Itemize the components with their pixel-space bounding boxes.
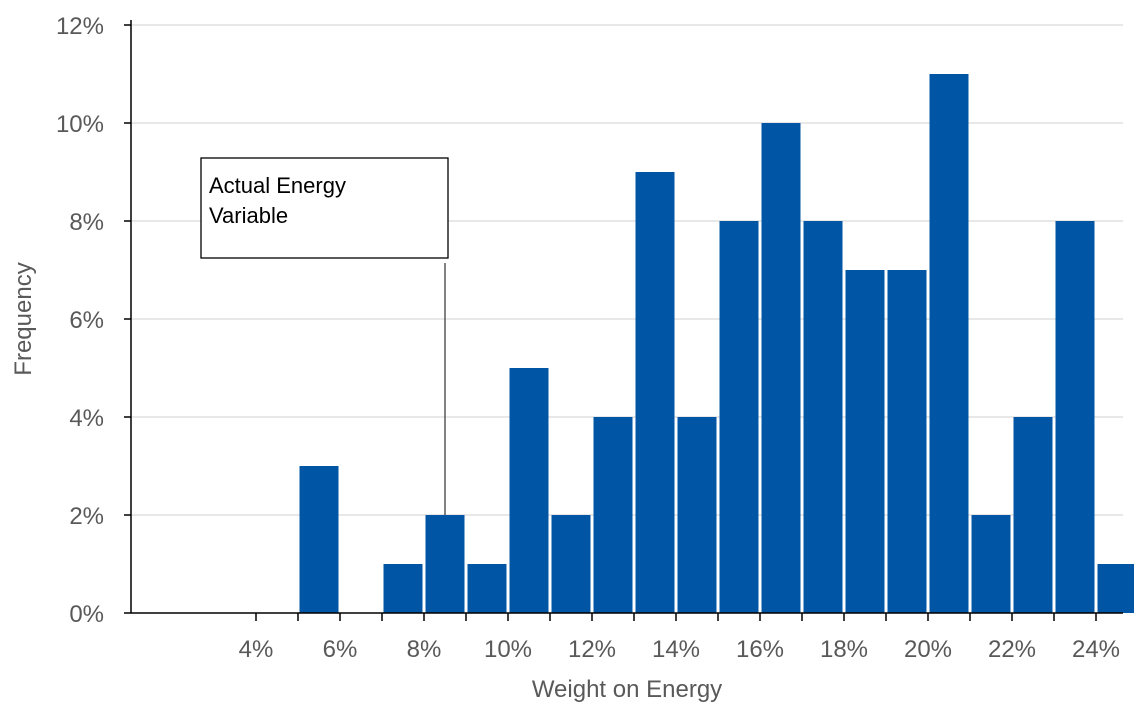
- x-tick-label: 18%: [820, 636, 868, 663]
- y-tick-label: 4%: [69, 405, 104, 432]
- histogram-bar: [761, 123, 801, 613]
- histogram-bar: [803, 221, 843, 613]
- x-tick-label: 12%: [568, 636, 616, 663]
- x-tick-label: 24%: [1072, 636, 1120, 663]
- y-tick-label: 8%: [69, 209, 104, 236]
- histogram-bar: [677, 417, 717, 613]
- histogram-bar: [1013, 417, 1053, 613]
- tick-labels: 0% 2% 4% 6% 8% 10% 12% 4% 6% 8% 10% 12% 14% 16% 18% 20%…: [56, 13, 1120, 663]
- y-tick-label: 6%: [69, 307, 104, 334]
- x-tick-label: 22%: [988, 636, 1036, 663]
- histogram-bar: [467, 564, 507, 613]
- x-axis-title: Weight on Energy: [532, 676, 722, 703]
- y-tick-label: 10%: [56, 111, 104, 138]
- axes: [124, 20, 1123, 621]
- histogram-bar: [845, 270, 885, 613]
- annotation-text: Actual Energy: [209, 173, 346, 198]
- histogram-bar: [383, 564, 423, 613]
- annotation: Actual Energy Variable: [200, 157, 449, 515]
- histogram-bar: [425, 515, 465, 613]
- histogram-bar: [1055, 221, 1095, 613]
- histogram-bar: [509, 368, 549, 613]
- histogram-bar: [593, 417, 633, 613]
- annotation-text: Variable: [209, 203, 288, 228]
- x-tick-label: 16%: [736, 636, 784, 663]
- y-axis-title: Frequency: [10, 262, 37, 375]
- y-tick-label: 0%: [69, 601, 104, 628]
- y-tick-label: 2%: [69, 503, 104, 530]
- histogram-bar: [929, 74, 969, 613]
- histogram-bar: [299, 466, 339, 613]
- bars: [299, 74, 1134, 613]
- x-tick-label: 4%: [239, 636, 274, 663]
- y-tick-label: 12%: [56, 13, 104, 40]
- x-tick-label: 20%: [904, 636, 952, 663]
- histogram-bar: [635, 172, 675, 613]
- histogram-bar: [551, 515, 591, 613]
- histogram-bar: [971, 515, 1011, 613]
- histogram-bar: [887, 270, 927, 613]
- x-tick-label: 6%: [323, 636, 358, 663]
- x-tick-label: 8%: [407, 636, 442, 663]
- annotation-box: [200, 157, 449, 259]
- x-tick-label: 14%: [652, 636, 700, 663]
- histogram-bar: [1097, 564, 1134, 613]
- histogram-bar: [719, 221, 759, 613]
- x-tick-label: 10%: [484, 636, 532, 663]
